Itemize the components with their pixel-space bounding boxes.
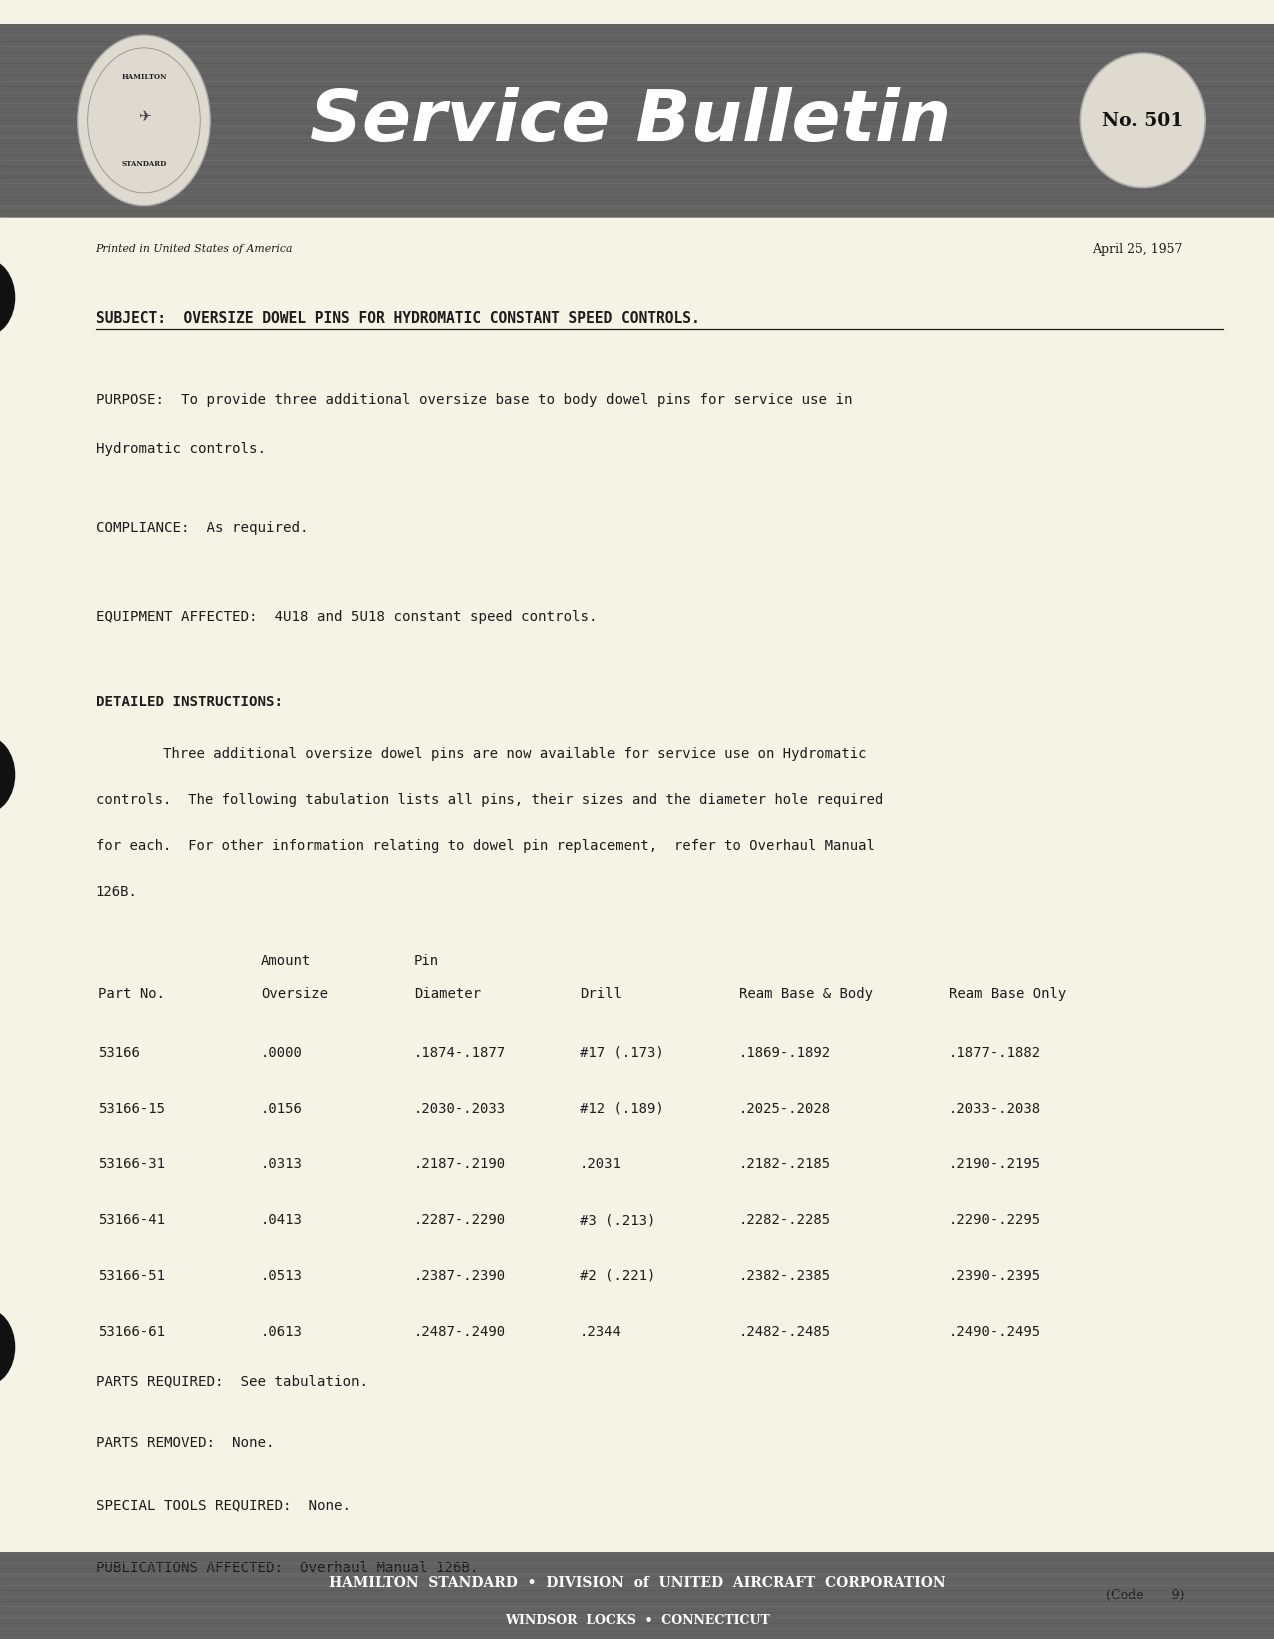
Text: DETAILED INSTRUCTIONS:: DETAILED INSTRUCTIONS: xyxy=(96,695,283,708)
Text: .1869-.1892: .1869-.1892 xyxy=(739,1046,831,1059)
Text: .0513: .0513 xyxy=(261,1269,303,1282)
Text: Three additional oversize dowel pins are now available for service use on Hydrom: Three additional oversize dowel pins are… xyxy=(96,747,866,760)
Text: .2287-.2290: .2287-.2290 xyxy=(414,1213,506,1226)
FancyBboxPatch shape xyxy=(0,1552,1274,1639)
Text: Printed in United States of America: Printed in United States of America xyxy=(96,244,293,254)
Text: .2344: .2344 xyxy=(580,1324,622,1337)
Text: No. 501: No. 501 xyxy=(1102,113,1184,129)
Text: Hydromatic controls.: Hydromatic controls. xyxy=(96,443,265,456)
Text: Amount: Amount xyxy=(261,954,311,967)
Text: .1877-.1882: .1877-.1882 xyxy=(949,1046,1041,1059)
Circle shape xyxy=(78,36,210,207)
Text: .2387-.2390: .2387-.2390 xyxy=(414,1269,506,1282)
Text: PARTS REMOVED:  None.: PARTS REMOVED: None. xyxy=(96,1436,274,1449)
Text: .2025-.2028: .2025-.2028 xyxy=(739,1101,831,1115)
Text: April 25, 1957: April 25, 1957 xyxy=(1092,243,1182,256)
Text: WINDSOR  LOCKS  •  CONNECTICUT: WINDSOR LOCKS • CONNECTICUT xyxy=(505,1613,769,1626)
Text: HAMILTON: HAMILTON xyxy=(121,74,167,80)
Text: 53166-31: 53166-31 xyxy=(98,1157,166,1170)
Text: EQUIPMENT AFFECTED:  4U18 and 5U18 constant speed controls.: EQUIPMENT AFFECTED: 4U18 and 5U18 consta… xyxy=(96,610,598,623)
Text: 126B.: 126B. xyxy=(96,885,138,898)
Text: STANDARD: STANDARD xyxy=(121,161,167,167)
Text: controls.  The following tabulation lists all pins, their sizes and the diameter: controls. The following tabulation lists… xyxy=(96,793,883,806)
Text: 53166: 53166 xyxy=(98,1046,140,1059)
Text: SPECIAL TOOLS REQUIRED:  None.: SPECIAL TOOLS REQUIRED: None. xyxy=(96,1498,350,1511)
Circle shape xyxy=(0,1308,15,1387)
Text: .0000: .0000 xyxy=(261,1046,303,1059)
Text: Service Bulletin: Service Bulletin xyxy=(310,87,952,156)
Text: .2290-.2295: .2290-.2295 xyxy=(949,1213,1041,1226)
Text: .1874-.1877: .1874-.1877 xyxy=(414,1046,506,1059)
Text: #2 (.221): #2 (.221) xyxy=(580,1269,655,1282)
Text: Ream Base & Body: Ream Base & Body xyxy=(739,987,873,1000)
Text: .0156: .0156 xyxy=(261,1101,303,1115)
Text: Diameter: Diameter xyxy=(414,987,482,1000)
Text: ✈: ✈ xyxy=(138,110,150,125)
FancyBboxPatch shape xyxy=(0,25,1274,218)
Text: #17 (.173): #17 (.173) xyxy=(580,1046,664,1059)
Text: .0313: .0313 xyxy=(261,1157,303,1170)
Text: 53166-15: 53166-15 xyxy=(98,1101,166,1115)
Text: Pin: Pin xyxy=(414,954,440,967)
Text: PARTS REQUIRED:  See tabulation.: PARTS REQUIRED: See tabulation. xyxy=(96,1373,368,1387)
Text: .2031: .2031 xyxy=(580,1157,622,1170)
Text: .2187-.2190: .2187-.2190 xyxy=(414,1157,506,1170)
Text: SUBJECT:  OVERSIZE DOWEL PINS FOR HYDROMATIC CONSTANT SPEED CONTROLS.: SUBJECT: OVERSIZE DOWEL PINS FOR HYDROMA… xyxy=(96,310,699,326)
Text: #3 (.213): #3 (.213) xyxy=(580,1213,655,1226)
Text: COMPLIANCE:  As required.: COMPLIANCE: As required. xyxy=(96,521,308,534)
Text: .2490-.2495: .2490-.2495 xyxy=(949,1324,1041,1337)
Circle shape xyxy=(0,259,15,338)
Text: for each.  For other information relating to dowel pin replacement,  refer to Ov: for each. For other information relating… xyxy=(96,839,874,852)
Text: .2030-.2033: .2030-.2033 xyxy=(414,1101,506,1115)
Text: Part No.: Part No. xyxy=(98,987,166,1000)
Text: .0613: .0613 xyxy=(261,1324,303,1337)
Text: .2382-.2385: .2382-.2385 xyxy=(739,1269,831,1282)
Text: .2182-.2185: .2182-.2185 xyxy=(739,1157,831,1170)
Text: 53166-51: 53166-51 xyxy=(98,1269,166,1282)
Text: .2390-.2395: .2390-.2395 xyxy=(949,1269,1041,1282)
Text: .2190-.2195: .2190-.2195 xyxy=(949,1157,1041,1170)
Text: 53166-61: 53166-61 xyxy=(98,1324,166,1337)
Text: Ream Base Only: Ream Base Only xyxy=(949,987,1066,1000)
Text: PUBLICATIONS AFFECTED:  Overhaul Manual 126B.: PUBLICATIONS AFFECTED: Overhaul Manual 1… xyxy=(96,1560,478,1573)
FancyBboxPatch shape xyxy=(0,0,1274,25)
Text: Oversize: Oversize xyxy=(261,987,329,1000)
Text: HAMILTON  STANDARD  •  DIVISION  of  UNITED  AIRCRAFT  CORPORATION: HAMILTON STANDARD • DIVISION of UNITED A… xyxy=(329,1575,945,1588)
Text: .2033-.2038: .2033-.2038 xyxy=(949,1101,1041,1115)
Ellipse shape xyxy=(1080,54,1205,188)
Text: .2282-.2285: .2282-.2285 xyxy=(739,1213,831,1226)
Text: #12 (.189): #12 (.189) xyxy=(580,1101,664,1115)
Text: .2482-.2485: .2482-.2485 xyxy=(739,1324,831,1337)
Text: .2487-.2490: .2487-.2490 xyxy=(414,1324,506,1337)
Text: (Code       9): (Code 9) xyxy=(1106,1588,1185,1601)
Circle shape xyxy=(0,736,15,815)
Text: .0413: .0413 xyxy=(261,1213,303,1226)
Text: 53166-41: 53166-41 xyxy=(98,1213,166,1226)
Text: PURPOSE:  To provide three additional oversize base to body dowel pins for servi: PURPOSE: To provide three additional ove… xyxy=(96,393,852,406)
Text: Drill: Drill xyxy=(580,987,622,1000)
